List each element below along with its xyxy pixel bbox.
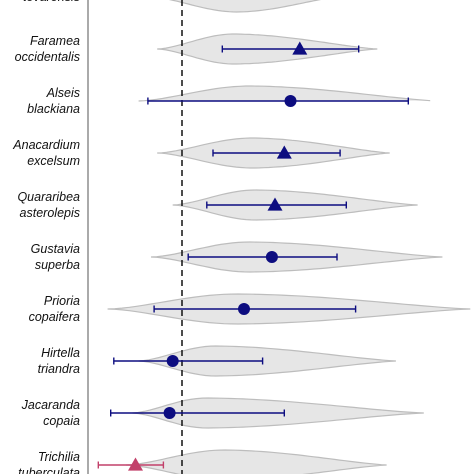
species-labels-layer: tevarensis Faramea occidentalis Alseis black…: [12, 0, 80, 474]
violin-alseis-blackiana: [138, 85, 431, 102]
species-label-alseis-blackiana-line1: Alseis: [46, 86, 80, 100]
species-label-hirtella-triandra-line1: Hirtella: [41, 346, 80, 360]
point-triangle-anacardium-excelsum: [276, 145, 292, 159]
violin-tevarensis: [169, 0, 322, 13]
species-label-hirtella-triandra-line2: triandra: [38, 362, 80, 376]
species-label-anacardium-excelsum-line1: Anacardium: [12, 138, 80, 152]
species-label-trichilia-tuberculata-line2: tuberculata: [18, 466, 80, 474]
point-circle-prioria-copaifera: [238, 303, 250, 315]
species-label-anacardium-excelsum-line2: excelsum: [27, 154, 80, 168]
violin-hirtella-triandra: [138, 345, 396, 377]
species-label-gustavia-superba-line1: Gustavia: [31, 242, 80, 256]
species-label-prioria-copaifera-line2: copaifera: [29, 310, 80, 324]
point-triangle-faramea-occidentalis: [292, 41, 308, 55]
species-label-tevarensis: tevarensis: [23, 0, 80, 4]
violins-layer: [107, 0, 471, 474]
point-circle-alseis-blackiana: [284, 95, 297, 107]
species-label-alseis-blackiana-line2: blackiana: [27, 102, 80, 116]
species-label-faramea-occidentalis-line1: Faramea: [30, 34, 80, 48]
species-label-gustavia-superba-line2: superba: [35, 258, 80, 272]
point-triangle-trichilia-tuberculata: [128, 457, 143, 471]
species-label-jacaranda-copaia-line2: copaia: [43, 414, 80, 428]
point-circle-gustavia-superba: [265, 251, 278, 263]
species-label-prioria-copaifera-line1: Prioria: [44, 294, 80, 308]
confidence-intervals-layer: [97, 41, 409, 471]
species-label-quararibea-asterolepis-line2: asterolepis: [20, 206, 80, 220]
species-label-trichilia-tuberculata-line1: Trichilia: [38, 450, 80, 464]
point-circle-jacaranda-copaia: [163, 407, 176, 419]
point-circle-hirtella-triandra: [166, 355, 179, 367]
species-label-jacaranda-copaia-line1: Jacaranda: [21, 398, 80, 412]
point-triangle-quararibea-asterolepis: [267, 197, 283, 211]
species-label-quararibea-asterolepis-line1: Quararibea: [17, 190, 80, 204]
violin-trichilia-tuberculata: [126, 449, 387, 474]
species-label-faramea-occidentalis-line2: occidentalis: [15, 50, 80, 64]
